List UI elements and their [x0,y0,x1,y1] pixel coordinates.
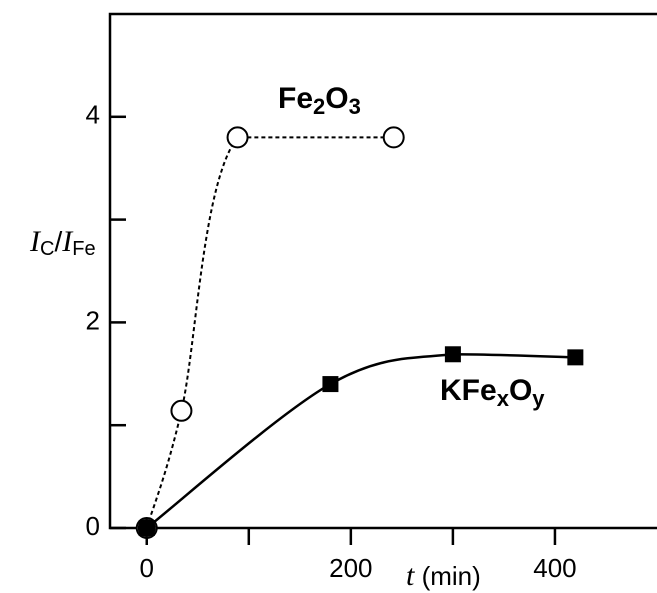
marker [170,399,193,422]
y-tick-label: 0 [86,511,100,541]
y-axis-label: IC/IFe [29,225,96,260]
y-tick-label: 2 [86,305,100,335]
marker [382,126,405,149]
marker [567,349,584,366]
marker [322,376,339,393]
series-label: KFexOy [440,374,545,411]
x-tick-label: 0 [140,553,154,583]
y-tick-label: 4 [86,100,100,130]
x-tick-label: 400 [533,553,576,583]
x-tick-label: 200 [329,553,372,583]
axis-frame [108,12,657,530]
series-label: Fe2O3 [278,82,361,119]
series-line [145,353,576,529]
marker [444,346,461,363]
x-axis-label: t (min) [406,559,481,592]
origin-dot [137,519,156,537]
marker [226,126,249,149]
series-line [145,136,394,529]
